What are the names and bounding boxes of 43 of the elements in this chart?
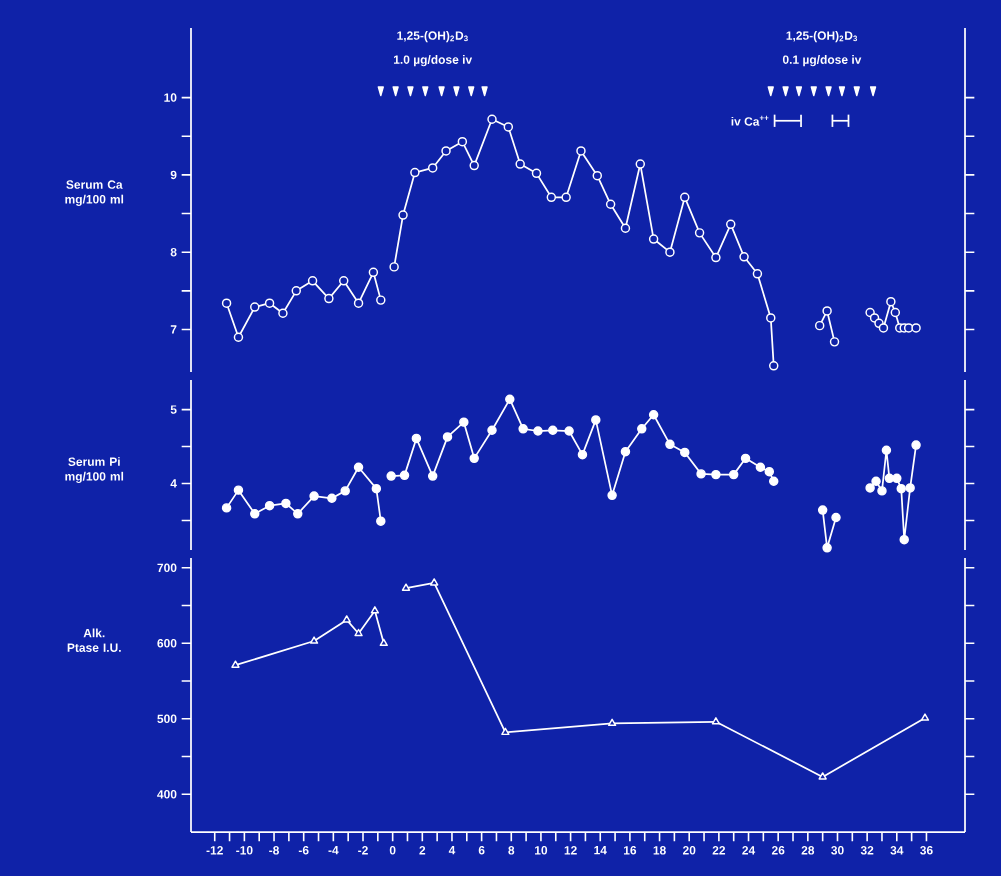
x-tick-label: 34 [890, 846, 904, 855]
x-tick-label: 36 [920, 846, 933, 855]
x-tick-label: 4 [448, 846, 456, 855]
y-tick-label: 7 [170, 325, 177, 334]
y-tick-label: 400 [157, 790, 177, 799]
y-tick-label: 9 [170, 170, 177, 180]
x-tick-label: 18 [653, 846, 666, 855]
x-tick-label: 2 [419, 846, 426, 855]
x-tick-label: 30 [831, 846, 844, 855]
y-tick-label: 700 [157, 563, 177, 573]
y-tick-label: 10 [164, 93, 177, 102]
x-tick-label: -12 [206, 846, 223, 855]
x-tick-label: 28 [801, 846, 815, 855]
x-tick-label: -4 [328, 846, 339, 855]
x-tick-label: 6 [478, 846, 485, 855]
y-axis-title: Serum Ca mg/100 ml [65, 180, 124, 206]
x-tick-label: 16 [623, 846, 637, 855]
x-tick-label: 10 [535, 846, 548, 855]
x-tick-label: -6 [298, 846, 309, 855]
annotation: 0.1 µg/dose iv [782, 55, 862, 67]
y-tick-label: 4 [170, 479, 177, 488]
x-tick-label: 12 [564, 846, 577, 855]
annotation: 1.0 µg/dose iv [393, 55, 473, 67]
x-tick-label: 24 [742, 846, 756, 855]
y-tick-label: 500 [157, 714, 177, 724]
x-tick-label: 26 [771, 846, 785, 855]
annotation: 1,25-(OH)$_{2}$D$_{3}$ [786, 31, 858, 43]
y-tick-label: 600 [157, 639, 177, 648]
y-tick-label: 5 [170, 405, 177, 414]
y-axis-title: Alk. Ptase I.U. [67, 628, 121, 652]
x-tick-label: -2 [358, 846, 368, 855]
y-tick-label: 8 [170, 247, 177, 257]
y-axis-title: Serum Pi mg/100 ml [65, 457, 124, 484]
x-tick-label: 32 [860, 846, 874, 855]
x-tick-label: 8 [508, 846, 515, 855]
x-tick-label: -8 [269, 846, 280, 855]
x-tick-label: 14 [594, 846, 607, 855]
x-tick-label: -10 [236, 846, 253, 855]
legend-label: iv Ca$^{++}$ [731, 115, 769, 126]
x-tick-label: 20 [682, 846, 696, 855]
x-tick-label: 22 [712, 846, 726, 855]
x-tick-label: 0 [389, 846, 396, 855]
annotation: 1,25-(OH)$_{2}$D$_{3}$ [397, 31, 468, 43]
